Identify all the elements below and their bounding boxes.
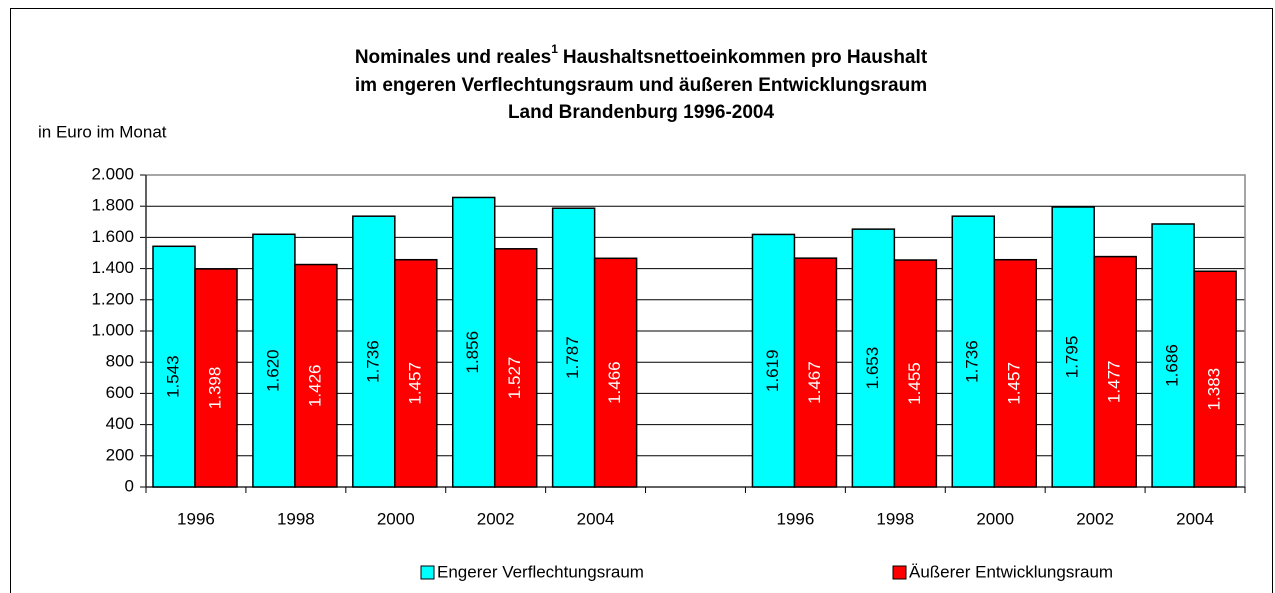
value-label: 1.457 (1005, 362, 1024, 405)
bar (793, 257, 838, 488)
y-axis-label: in Euro im Monat (38, 122, 167, 141)
bar (1193, 270, 1237, 488)
legend-swatch (420, 565, 435, 580)
bar (194, 268, 238, 488)
value-label: 1.457 (405, 362, 424, 405)
bar (1093, 255, 1137, 488)
title-part: Haushaltsnettoeinkommen pro Haushalt (563, 47, 928, 68)
value-label: 1.787 (563, 336, 582, 379)
x-tick-label: 2002 (1076, 509, 1114, 528)
value-label: 1.619 (763, 349, 782, 392)
value-label: 1.736 (363, 340, 382, 383)
value-label: 1.620 (263, 349, 282, 392)
x-tick-label: 1996 (177, 509, 215, 528)
bar (493, 248, 538, 488)
bar (951, 215, 996, 488)
footnote-mark: 1 (551, 42, 558, 56)
x-tick-label: 1998 (876, 509, 914, 528)
value-label: 1.467 (805, 361, 824, 404)
x-tick-label: 2004 (577, 509, 615, 528)
x-tick-label: 1998 (277, 509, 315, 528)
bar (851, 228, 896, 488)
y-tick-label: 400 (106, 414, 134, 433)
y-tick-label: 2.000 (91, 164, 134, 183)
value-label: 1.398 (205, 367, 224, 410)
x-tick-label: 2000 (377, 509, 415, 528)
value-label: 1.426 (305, 364, 324, 407)
y-tick-label: 200 (106, 445, 134, 464)
bar (593, 257, 638, 488)
bar (1051, 206, 1095, 488)
bar (294, 263, 338, 488)
x-tick-label: 2000 (976, 509, 1014, 528)
value-label: 1.455 (905, 362, 924, 405)
y-tick-label: 0 (125, 476, 134, 495)
value-label: 1.686 (1163, 344, 1182, 387)
value-label: 1.543 (163, 355, 182, 398)
bar (551, 207, 596, 488)
value-label: 1.383 (1205, 368, 1224, 411)
chart-title: Land Brandenburg 1996-2004 (508, 102, 775, 123)
bar (252, 233, 296, 488)
legend-label: Engerer Verflechtungsraum (437, 562, 644, 581)
bar (352, 215, 396, 488)
bar (1151, 223, 1195, 488)
value-label: 1.856 (463, 331, 482, 374)
x-tick-label: 1996 (776, 509, 814, 528)
x-tick-label: 2004 (1176, 509, 1214, 528)
value-label: 1.795 (1063, 336, 1082, 379)
value-label: 1.466 (605, 361, 624, 404)
value-label: 1.736 (963, 340, 982, 383)
y-tick-label: 800 (106, 352, 134, 371)
y-tick-label: 1.000 (91, 320, 134, 339)
chart-title: Nominales und reales1 Haushaltsnettoeinko… (355, 42, 928, 68)
y-tick-label: 600 (106, 383, 134, 402)
chart-title: im engeren Verflechtungsraum und äußeren… (355, 75, 927, 96)
value-label: 1.527 (505, 357, 524, 400)
bar (893, 259, 938, 488)
y-tick-label: 1.200 (91, 289, 134, 308)
y-tick-label: 1.800 (91, 196, 134, 215)
bar (394, 258, 438, 488)
title-part: Nominales und reales (355, 47, 551, 68)
bar (751, 233, 796, 488)
bar (451, 196, 496, 488)
y-tick-label: 1.400 (91, 258, 134, 277)
value-label: 1.653 (863, 347, 882, 390)
legend-swatch (892, 565, 907, 580)
y-tick-label: 1.600 (91, 227, 134, 246)
legend-label: Äußerer Entwicklungsraum (909, 562, 1113, 581)
bar (993, 258, 1038, 488)
value-label: 1.477 (1105, 361, 1124, 404)
x-tick-label: 2002 (477, 509, 515, 528)
